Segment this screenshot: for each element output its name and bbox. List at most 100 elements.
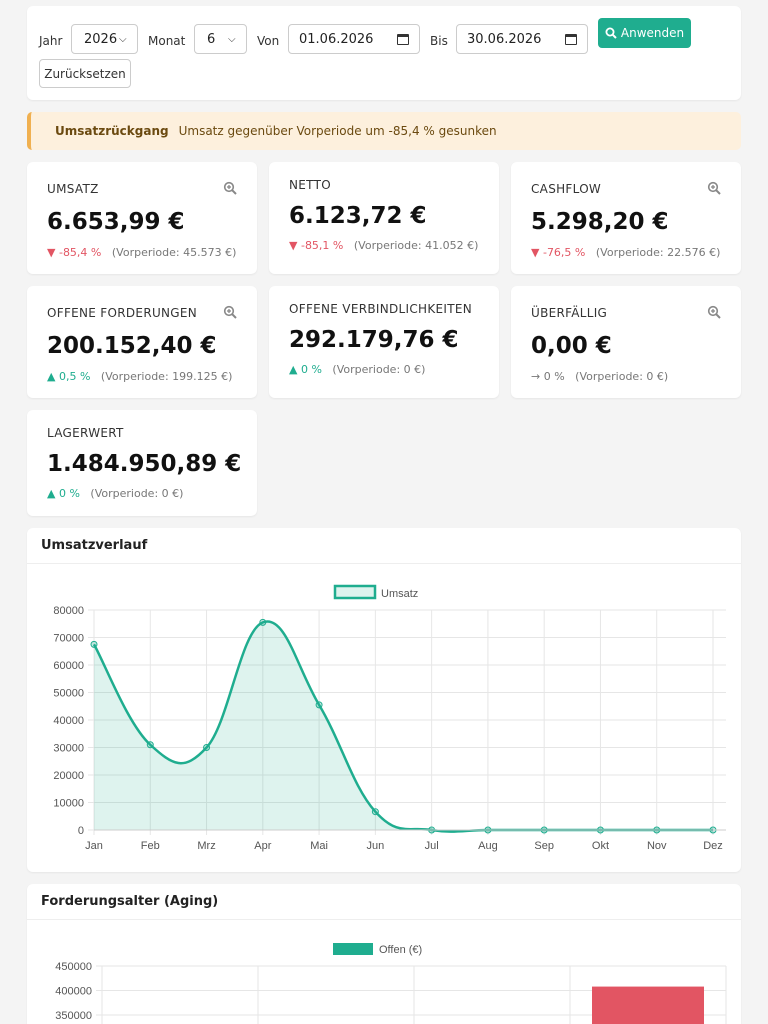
kpi-previous: (Vorperiode: 22.576 €)	[595, 246, 721, 259]
kpi-value: 0,00 €	[531, 333, 612, 359]
kpi-value: 6.653,99 €	[47, 209, 185, 235]
chart-title: Umsatzverlauf	[27, 528, 741, 564]
aging-bar-chart: 350000 400000 450000 Offen (€)	[55, 943, 727, 1024]
trend-up-icon: ▲	[47, 370, 56, 383]
alert-title: Umsatzrückgang	[55, 124, 169, 138]
kpi-delta: ▼ -85,4 % (Vorperiode: 45.573 €)	[47, 246, 236, 259]
trend-up-icon: ▲	[289, 363, 298, 376]
y-tick-label: 450000	[55, 961, 92, 973]
kpi-title: OFFENE VERBINDLICHKEITEN	[289, 302, 473, 316]
kpi-title: ÜBERFÄLLIG	[531, 306, 608, 320]
kpi-value: 1.484.950,89 €	[47, 451, 242, 477]
kpi-previous: (Vorperiode: 0 €)	[575, 370, 669, 383]
y-tick-label: 10000	[53, 798, 84, 810]
data-point	[203, 744, 211, 751]
data-point	[371, 808, 379, 816]
kpi-delta-percent: -85,4 %	[58, 246, 102, 259]
zoom-in-icon[interactable]	[223, 181, 237, 195]
legend-swatch	[333, 943, 373, 955]
search-icon	[605, 27, 617, 39]
from-date-value: 01.06.2026	[299, 31, 374, 47]
data-point	[90, 640, 98, 648]
filter-bar: Jahr 2026 ⌵ Monat 6 ⌵ Von 01.06.2026 Bis…	[27, 6, 741, 100]
to-date-value: 30.06.2026	[467, 31, 542, 47]
y-tick-label: 60000	[53, 660, 84, 672]
legend-swatch	[333, 584, 377, 600]
kpi-title: NETTO	[289, 178, 331, 192]
year-value: 2026	[84, 31, 118, 47]
kpi-value: 200.152,40 €	[47, 333, 217, 359]
kpi-delta: ▼ -76,5 % (Vorperiode: 22.576 €)	[531, 246, 720, 259]
x-tick-label: Mai	[310, 840, 328, 852]
to-date-input[interactable]: 30.06.2026	[456, 24, 588, 54]
y-tick-label: 70000	[53, 633, 84, 645]
kpi-card-open-receivables: OFFENE FORDERUNGEN 200.152,40 € ▲ 0,5 % …	[27, 286, 257, 398]
kpi-value: 292.179,76 €	[289, 327, 459, 353]
zoom-in-icon[interactable]	[707, 305, 721, 319]
data-point	[259, 618, 267, 626]
alert-message: Umsatz gegenüber Vorperiode um -85,4 % g…	[178, 124, 497, 138]
kpi-title: CASHFLOW	[531, 182, 602, 196]
kpi-card-net: NETTO 6.123,72 € ▼ -85,1 % (Vorperiode: …	[269, 162, 499, 274]
kpi-card-open-liabilities: OFFENE VERBINDLICHKEITEN 292.179,76 € ▲ …	[269, 286, 499, 398]
aging-chart-card: Forderungsalter (Aging) 350000 400000 4500…	[27, 884, 741, 1024]
y-tick-label: 400000	[55, 986, 92, 998]
year-label: Jahr	[39, 34, 63, 48]
series-area	[94, 621, 713, 832]
x-tick-label: Mrz	[197, 840, 215, 852]
x-tick-label: Apr	[254, 840, 271, 852]
x-tick-label: Jan	[85, 840, 103, 852]
kpi-title: OFFENE FORDERUNGEN	[47, 306, 198, 320]
x-tick-label: Okt	[592, 840, 609, 852]
kpi-previous: (Vorperiode: 41.052 €)	[353, 239, 479, 252]
kpi-title: LAGERWERT	[47, 426, 124, 440]
chart-title: Forderungsalter (Aging)	[27, 884, 741, 920]
trend-down-icon: ▼	[47, 246, 56, 259]
x-tick-label: Nov	[647, 840, 667, 852]
x-tick-label: Jul	[425, 840, 439, 852]
to-label: Bis	[430, 34, 448, 48]
chevron-down-icon: ⌵	[119, 33, 127, 45]
data-point	[315, 701, 323, 709]
kpi-value: 6.123,72 €	[289, 203, 427, 229]
y-tick-label: 40000	[53, 715, 84, 727]
trend-flat-icon: →	[531, 370, 541, 383]
kpi-delta: ▲ 0 % (Vorperiode: 0 €)	[289, 363, 425, 376]
month-label: Monat	[148, 34, 186, 48]
month-select[interactable]: 6 ⌵	[194, 24, 247, 54]
kpi-value: 5.298,20 €	[531, 209, 669, 235]
kpi-delta: ▲ 0 % (Vorperiode: 0 €)	[47, 487, 183, 500]
kpi-delta-percent: -85,1 %	[300, 239, 344, 252]
data-point	[146, 741, 154, 749]
from-date-input[interactable]: 01.06.2026	[288, 24, 420, 54]
kpi-delta-percent: 0 %	[543, 370, 565, 383]
kpi-delta-percent: 0,5 %	[58, 370, 91, 383]
kpi-previous: (Vorperiode: 0 €)	[90, 487, 184, 500]
kpi-card-cashflow: CASHFLOW 5.298,20 € ▼ -76,5 % (Vorperiod…	[511, 162, 741, 274]
revenue-line-chart: 0 10000 20000 30000 40000 50000 60000 70000 8000…	[53, 584, 726, 852]
reset-button[interactable]: Zurücksetzen	[39, 59, 131, 88]
trend-up-icon: ▲	[47, 487, 56, 500]
kpi-card-overdue: ÜBERFÄLLIG 0,00 € → 0 % (Vorperiode: 0 €…	[511, 286, 741, 398]
x-tick-label: Dez	[703, 840, 723, 852]
year-select[interactable]: 2026 ⌵	[71, 24, 138, 54]
legend-label: Offen (€)	[379, 944, 422, 956]
apply-button[interactable]: Anwenden	[598, 18, 691, 48]
zoom-in-icon[interactable]	[707, 181, 721, 195]
x-tick-label: Jun	[366, 840, 384, 852]
y-tick-label: 30000	[53, 743, 84, 755]
x-tick-label: Aug	[478, 840, 498, 852]
zoom-in-icon[interactable]	[223, 305, 237, 319]
x-tick-label: Feb	[141, 840, 160, 852]
kpi-card-revenue: UMSATZ 6.653,99 € ▼ -85,4 % (Vorperiode:…	[27, 162, 257, 274]
y-tick-label: 50000	[53, 688, 84, 700]
calendar-icon[interactable]	[397, 33, 409, 45]
y-tick-label: 20000	[53, 770, 84, 782]
revenue-chart-card: Umsatzverlauf 0 10000 20000 30000 40000 50000…	[27, 528, 741, 872]
apply-label: Anwenden	[620, 26, 685, 40]
y-tick-label: 0	[78, 825, 84, 837]
kpi-delta-percent: -76,5 %	[542, 246, 586, 259]
kpi-delta: ▲ 0,5 % (Vorperiode: 199.125 €)	[47, 370, 232, 383]
calendar-icon[interactable]	[565, 33, 577, 45]
y-tick-label: 350000	[55, 1010, 92, 1022]
